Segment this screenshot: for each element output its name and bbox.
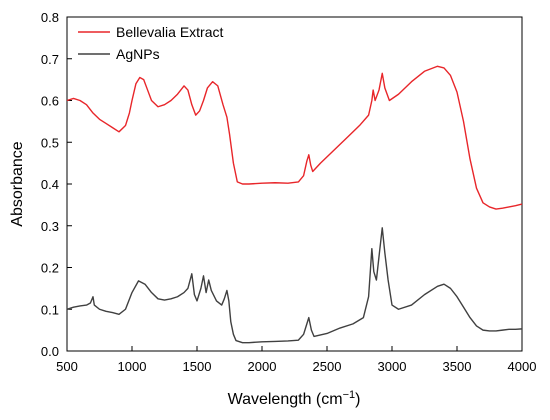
x-tick-label: 2000 xyxy=(248,359,277,374)
x-tick-label: 3500 xyxy=(443,359,472,374)
y-tick-label: 0.5 xyxy=(41,135,59,150)
y-tick-label: 0.7 xyxy=(41,52,59,67)
y-tick-label: 0.1 xyxy=(41,302,59,317)
y-tick-label: 0.3 xyxy=(41,219,59,234)
x-tick-label: 3000 xyxy=(378,359,407,374)
plot-area xyxy=(66,16,523,352)
x-tick-label: 1000 xyxy=(118,359,147,374)
y-tick-label: 0.2 xyxy=(41,261,59,276)
y-tick-label: 0.4 xyxy=(41,177,59,192)
series-layer xyxy=(66,65,523,344)
y-axis-ticks: 0.0 0.1 0.2 0.3 0.4 0.5 0.6 0.7 0.8 xyxy=(41,10,72,359)
x-tick-label: 1500 xyxy=(183,359,212,374)
y-tick-label: 0.0 xyxy=(41,344,59,359)
series-line-agnps xyxy=(66,227,523,344)
x-axis-title: Wavelength (cm−1) xyxy=(228,389,361,408)
y-tick-label: 0.6 xyxy=(41,94,59,109)
x-axis-ticks: 500 1000 1500 2000 2500 3000 3500 4000 xyxy=(56,346,536,374)
y-axis-title: Absorbance xyxy=(9,141,26,226)
legend-label-agnps: AgNPs xyxy=(116,46,160,62)
x-tick-label: 4000 xyxy=(508,359,537,374)
y-tick-label: 0.8 xyxy=(41,10,59,25)
legend-label-bellevalia: Bellevalia Extract xyxy=(116,24,223,40)
series-line-bellevalia xyxy=(66,65,523,210)
x-tick-label: 2500 xyxy=(313,359,342,374)
legend: Bellevalia Extract AgNPs xyxy=(78,24,223,62)
x-tick-label: 500 xyxy=(56,359,78,374)
